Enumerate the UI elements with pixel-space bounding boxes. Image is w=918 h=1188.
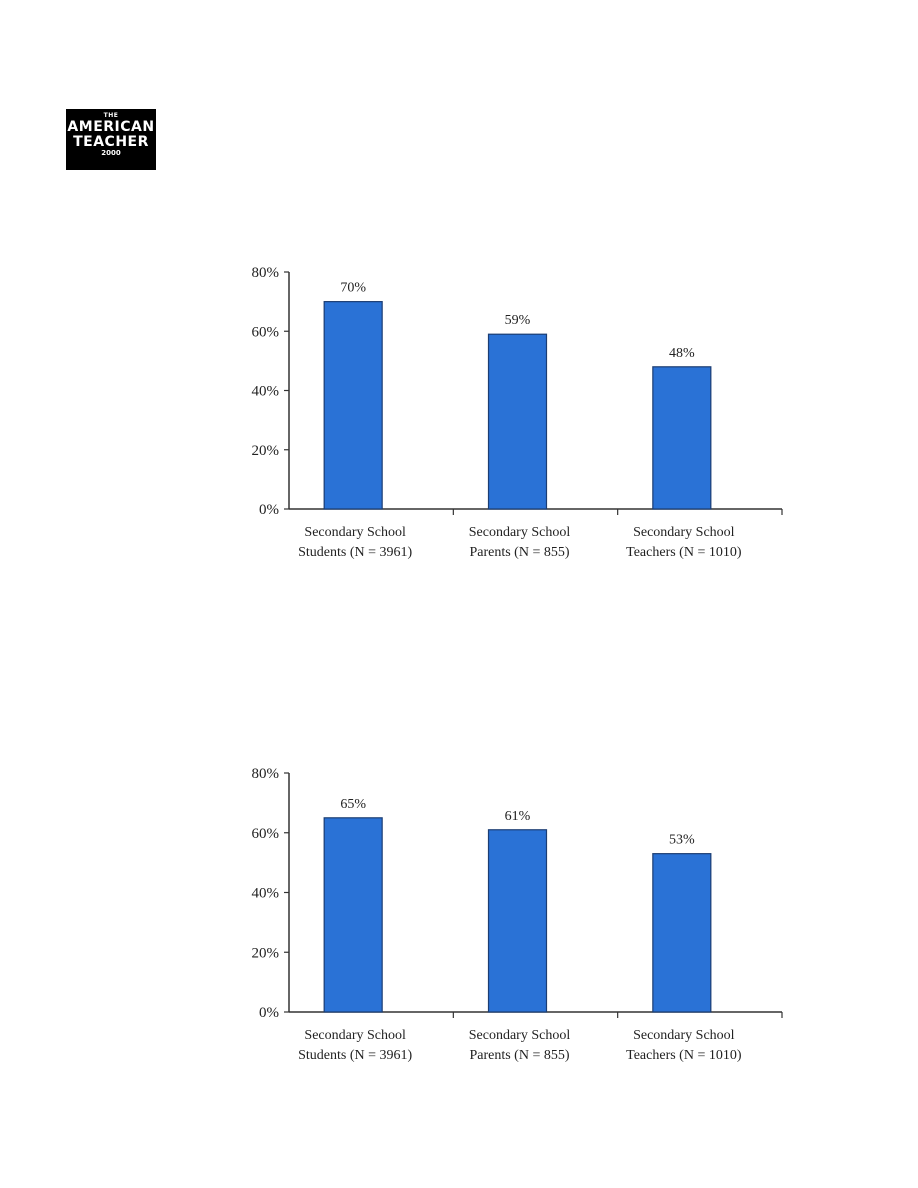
x-tick-label: Parents (N = 855) [469,545,569,560]
data-label: 61% [505,809,531,824]
logo-line-american: AMERICAN [67,119,155,135]
bar [487,333,548,510]
y-tick-label: 20% [252,945,280,961]
logo-line-the: THE [103,112,119,119]
bar [487,829,548,1013]
x-tick-label: Students (N = 3961) [298,1048,412,1063]
data-label: 48% [669,346,695,361]
bar [323,817,383,1013]
data-label: 65% [340,797,366,812]
x-tick-label: Teachers (N = 1010) [626,545,742,560]
x-tick-label: Students (N = 3961) [298,545,412,560]
y-tick-label: 0% [259,502,279,518]
logo-line-year: 2000 [101,149,121,157]
american-teacher-logo: THE AMERICAN TEACHER 2000 [66,109,156,170]
bar [652,366,712,510]
bar-chart-1: 0% 20% 40% 60% 80% 70% Secondary School Student… [252,265,783,560]
x-tick-label: Secondary School [469,1028,571,1043]
x-tick-label: Parents (N = 855) [469,1048,569,1063]
bar [323,301,383,510]
y-tick-label: 20% [252,443,280,459]
y-tick-label: 40% [252,886,280,902]
y-tick-label: 80% [252,265,280,281]
x-tick-label: Secondary School [469,525,571,540]
x-tick-label: Secondary School [633,1028,735,1043]
data-label: 59% [505,313,531,328]
y-tick-label: 40% [252,384,280,400]
x-tick-label: Secondary School [304,525,406,540]
x-tick-label: Secondary School [633,525,735,540]
bar [652,853,712,1013]
logo-line-teacher: TEACHER [73,134,149,150]
y-tick-label: 60% [252,324,280,340]
y-tick-label: 0% [259,1005,279,1021]
data-label: 70% [340,281,366,296]
x-tick-label: Teachers (N = 1010) [626,1048,742,1063]
data-label: 53% [669,833,695,848]
x-tick-label: Secondary School [304,1028,406,1043]
y-tick-label: 80% [252,766,280,782]
y-tick-label: 60% [252,826,280,842]
